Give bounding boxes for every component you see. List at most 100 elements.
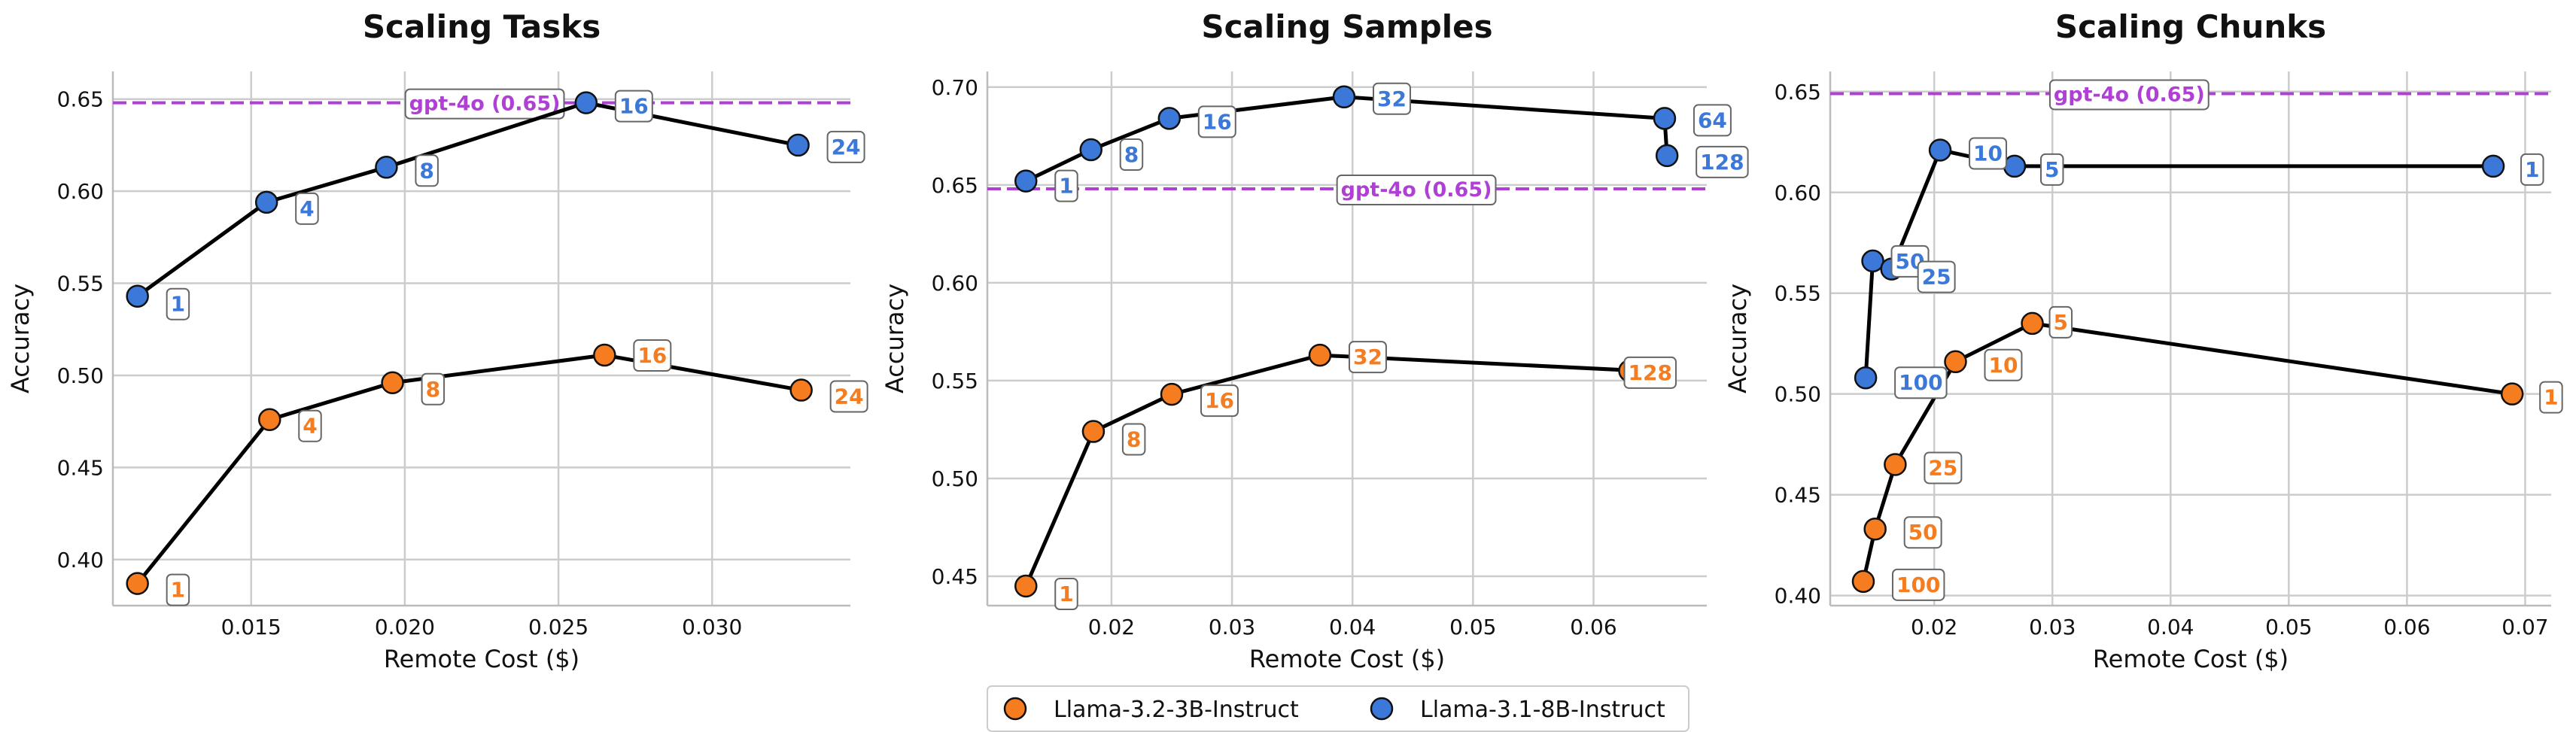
series-line-llama-3b xyxy=(135,353,802,585)
y-tick-label: 0.40 xyxy=(1775,584,1821,609)
data-label-llama-3b-box xyxy=(166,573,190,606)
data-label-llama-8b-box xyxy=(1894,366,1948,399)
data-label-llama-3b-box xyxy=(633,339,672,372)
x-tick-label: 0.06 xyxy=(1570,615,1616,639)
reference-label-gpt4o: gpt-4o (0.65) xyxy=(2048,79,2210,111)
y-axis-label: Accuracy xyxy=(880,284,909,393)
data-label-llama-8b-text: 8 xyxy=(1124,142,1139,167)
data-label-llama-8b-box xyxy=(826,130,865,163)
legend-frame xyxy=(987,685,1689,732)
chart-panel-2: 0.02 0.03 0.04 0.05 0.06 0.45 0.50 0.55 0.60 0.65… xyxy=(880,8,1749,673)
data-point-llama-3b xyxy=(1944,350,1967,374)
data-label-llama-8b-box xyxy=(1372,82,1411,115)
data-label-llama-8b-box xyxy=(1969,137,2008,170)
data-label-llama-8b-box xyxy=(1917,260,1956,293)
chart-title: Scaling Chunks xyxy=(2055,8,2326,45)
y-tick-label: 0.55 xyxy=(57,272,104,296)
data-point-llama-3b xyxy=(258,408,281,431)
legend-label-llama-8b: Llama-3.1-8B-Instruct xyxy=(1420,697,1665,723)
y-tick-label: 0.65 xyxy=(932,173,978,198)
data-label-llama-3b-box xyxy=(1121,423,1146,456)
data-label-llama-3b-text: 8 xyxy=(426,377,440,402)
data-label-llama-8b-box xyxy=(2039,153,2064,186)
data-label-llama-3b-box xyxy=(1903,516,1942,549)
data-point-llama-8b xyxy=(2003,154,2027,178)
x-tick-label: 0.05 xyxy=(1449,615,1496,639)
data-label-llama-8b: 1 xyxy=(166,287,190,320)
x-axis-label: Remote Cost ($) xyxy=(1249,645,1445,673)
y-tick-label: 0.45 xyxy=(1775,483,1821,508)
data-label-llama-8b: 4 xyxy=(295,192,319,225)
y-tick-label: 0.40 xyxy=(57,548,104,573)
series-line-llama-3b xyxy=(1023,353,1643,587)
x-tick-label: 0.03 xyxy=(2029,615,2076,639)
data-label-llama-8b: 25 xyxy=(1917,260,1956,293)
x-tick-label: 0.025 xyxy=(528,615,588,639)
x-axis-label: Remote Cost ($) xyxy=(2093,645,2289,673)
data-label-llama-8b-box xyxy=(295,192,319,225)
data-label-llama-8b: 1 xyxy=(2520,153,2544,186)
data-label-llama-8b-text: 24 xyxy=(832,135,861,159)
y-tick-label: 0.50 xyxy=(932,466,978,491)
data-label-llama-8b-text: 16 xyxy=(619,94,649,119)
data-label-llama-3b-box xyxy=(1891,568,1945,601)
reference-label-gpt4o-box xyxy=(1336,175,1497,206)
data-point-llama-3b xyxy=(1081,420,1106,443)
y-tick-label: 0.60 xyxy=(932,271,978,296)
x-tick-label: 0.04 xyxy=(1329,615,1376,639)
y-tick-label: 0.70 xyxy=(932,75,978,100)
data-label-llama-3b-text: 1 xyxy=(1059,582,1073,606)
data-label-llama-3b: 5 xyxy=(2048,305,2073,339)
data-label-llama-8b-box xyxy=(2520,153,2544,186)
data-label-llama-3b-text: 4 xyxy=(303,414,317,439)
legend-label-llama-3b: Llama-3.2-3B-Instruct xyxy=(1054,697,1299,723)
y-tick-label: 0.45 xyxy=(932,564,978,589)
data-label-llama-3b-text: 10 xyxy=(1988,353,2018,378)
data-label-llama-3b: 50 xyxy=(1903,516,1942,549)
x-tick-label: 0.06 xyxy=(2383,615,2430,639)
data-label-llama-3b: 1 xyxy=(1054,577,1078,610)
data-label-llama-3b: 4 xyxy=(298,409,322,442)
data-label-llama-8b: 32 xyxy=(1372,82,1411,115)
data-label-llama-3b: 1 xyxy=(166,573,190,606)
data-label-llama-8b-box xyxy=(415,154,439,187)
data-label-llama-8b-text: 64 xyxy=(1698,108,1727,132)
data-label-llama-3b: 1 xyxy=(2539,381,2563,414)
x-tick-label: 0.03 xyxy=(1209,615,1255,639)
data-label-llama-3b: 128 xyxy=(1623,356,1677,389)
data-point-llama-3b xyxy=(1160,382,1184,406)
data-label-llama-8b-text: 16 xyxy=(1203,109,1232,134)
reference-label-gpt4o-box xyxy=(2048,79,2210,111)
x-tick-label: 0.015 xyxy=(221,615,281,639)
data-point-llama-8b xyxy=(1014,169,1038,193)
data-label-llama-8b-text: 1 xyxy=(1059,174,1073,199)
data-label-llama-3b-text: 100 xyxy=(1896,573,1940,597)
data-label-llama-8b: 16 xyxy=(1197,105,1236,138)
x-tick-label: 0.030 xyxy=(682,615,742,639)
y-tick-label: 0.65 xyxy=(57,87,104,112)
reference-label-gpt4o-box xyxy=(404,88,565,120)
data-label-llama-3b-text: 50 xyxy=(1908,520,1938,545)
data-label-llama-3b-box xyxy=(2539,381,2563,414)
data-label-llama-3b-box xyxy=(1924,451,1963,484)
legend-marker-llama-8b xyxy=(1370,697,1394,721)
data-label-llama-3b-box xyxy=(829,380,868,413)
data-label-llama-3b: 16 xyxy=(633,339,672,372)
data-label-llama-3b-text: 24 xyxy=(835,384,864,409)
x-axis-label: Remote Cost ($) xyxy=(384,645,579,673)
data-point-llama-8b xyxy=(1854,366,1878,390)
data-label-llama-8b: 100 xyxy=(1894,366,1948,399)
chart-title: Scaling Samples xyxy=(1201,8,1492,45)
data-label-llama-8b-box xyxy=(614,90,653,123)
data-label-llama-8b: 10 xyxy=(1969,137,2008,170)
data-point-llama-3b xyxy=(1014,574,1038,598)
data-label-llama-8b-box xyxy=(1696,145,1749,178)
data-point-llama-8b xyxy=(1653,107,1677,130)
y-tick-label: 0.55 xyxy=(1775,281,1821,306)
x-tick-label: 0.04 xyxy=(2147,615,2194,639)
data-point-llama-3b xyxy=(1308,343,1332,367)
data-label-llama-3b-text: 16 xyxy=(637,343,667,368)
data-point-llama-8b xyxy=(786,133,810,157)
data-label-llama-8b-box xyxy=(1692,104,1732,137)
